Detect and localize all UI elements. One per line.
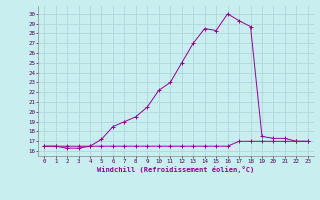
X-axis label: Windchill (Refroidissement éolien,°C): Windchill (Refroidissement éolien,°C) (97, 166, 255, 173)
